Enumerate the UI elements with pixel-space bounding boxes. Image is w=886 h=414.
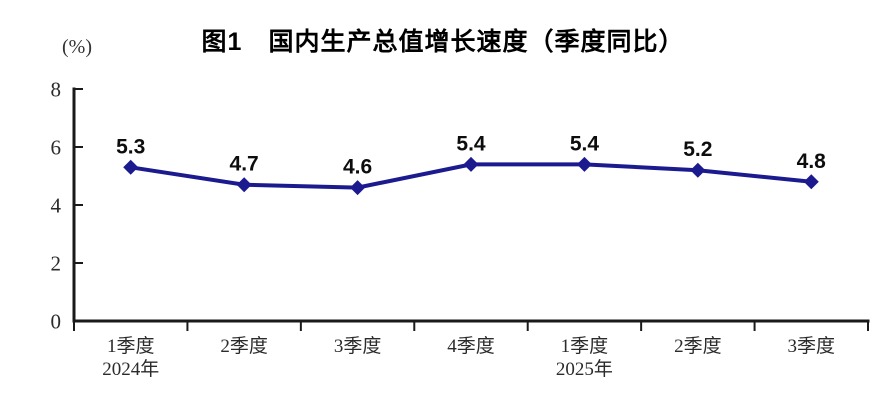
- x-tick-label: 1季度: [561, 335, 609, 357]
- x-tick-label: 1季度: [107, 335, 155, 357]
- data-point-label: 4.8: [797, 150, 827, 173]
- y-tick-label: 0: [51, 310, 62, 334]
- data-point-marker: [350, 180, 366, 196]
- y-tick-label: 2: [51, 252, 62, 276]
- data-point-marker: [236, 177, 252, 193]
- y-tick-label: 8: [51, 78, 62, 102]
- data-point-marker: [463, 156, 479, 172]
- data-point-label: 5.2: [683, 138, 712, 161]
- data-point-marker: [690, 162, 706, 178]
- data-point-label: 5.4: [570, 132, 600, 155]
- data-point-label: 4.6: [343, 156, 372, 179]
- x-tick-label: 3季度: [334, 335, 382, 357]
- x-tick-label: 2季度: [674, 335, 722, 357]
- x-tick-label: 2025年: [556, 358, 613, 380]
- x-tick-label: 2季度: [220, 335, 268, 357]
- x-tick-label: 2024年: [102, 358, 159, 380]
- x-tick-label: 3季度: [788, 335, 836, 357]
- data-point-marker: [803, 174, 819, 190]
- y-axis-unit-label: (%): [62, 36, 92, 58]
- data-point-label: 5.3: [116, 135, 145, 158]
- chart-title: 图1 国内生产总值增长速度（季度同比）: [201, 28, 685, 56]
- data-point-label: 4.7: [230, 153, 259, 176]
- y-tick-label: 4: [51, 194, 62, 218]
- x-tick-label: 4季度: [447, 335, 495, 357]
- data-point-marker: [123, 159, 139, 175]
- y-tick-label: 6: [51, 136, 62, 160]
- data-point-label: 5.4: [456, 132, 486, 155]
- data-point-marker: [576, 156, 592, 172]
